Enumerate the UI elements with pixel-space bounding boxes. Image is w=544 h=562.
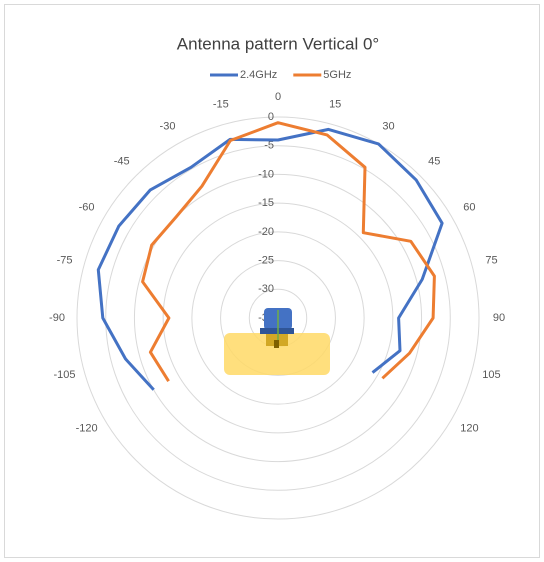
r-tick-label: -10 <box>258 168 274 180</box>
chart-border <box>5 5 540 558</box>
category-label: -60 <box>79 201 95 213</box>
category-label: -105 <box>54 369 76 381</box>
category-label: 105 <box>482 369 500 381</box>
page: {"chart_data": {"type": "radar", "title"… <box>0 0 544 562</box>
legend-label: 5GHz <box>323 69 351 81</box>
r-tick-label: -15 <box>258 197 274 209</box>
chart-title: Antenna pattern Vertical 0° <box>177 34 379 53</box>
chart: Antenna pattern Vertical 0° 2.4GHz 5GHz -… <box>0 0 544 562</box>
r-tick-label: -25 <box>258 254 274 266</box>
r-tick-label: -20 <box>258 226 274 238</box>
category-label: 90 <box>493 312 505 324</box>
category-label: -30 <box>160 121 176 133</box>
category-label: 60 <box>463 201 475 213</box>
category-label: 120 <box>460 422 478 434</box>
category-label: 75 <box>485 255 497 267</box>
category-label: 15 <box>329 98 341 110</box>
category-label: -45 <box>114 156 130 168</box>
r-tick-label: 0 <box>268 111 274 123</box>
category-label: -120 <box>76 422 98 434</box>
legend-label: 2.4GHz <box>240 69 277 81</box>
category-label: -75 <box>57 255 73 267</box>
category-label: 45 <box>428 156 440 168</box>
category-label: -15 <box>213 98 229 110</box>
category-label: 0 <box>275 91 281 103</box>
category-label: 30 <box>382 121 394 133</box>
r-tick-label: -30 <box>258 283 274 295</box>
category-label: -90 <box>49 312 65 324</box>
